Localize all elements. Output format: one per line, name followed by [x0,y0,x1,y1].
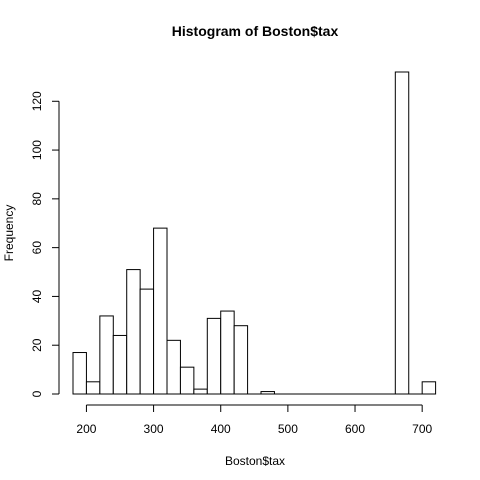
histogram-bar [220,310,235,395]
histogram-bars [72,71,437,395]
histogram-bar [166,339,181,395]
histogram-bar [233,325,249,395]
y-tick-label: 20 [30,338,44,352]
histogram-bar [99,315,114,395]
x-tick-label: 300 [144,422,164,436]
histogram-bar [72,352,87,395]
y-axis: 0 20 40 60 80 100 120 [30,91,60,397]
histogram-bar [153,227,168,395]
x-axis: 200 300 400 500 600 700 [76,404,433,436]
x-axis-label: Boston$tax [225,454,285,468]
y-tick-label: 120 [30,91,44,111]
chart-title: Histogram of Boston$tax [172,23,339,39]
histogram-bar [112,334,128,395]
y-tick-label: 40 [30,289,44,303]
y-tick-label: 80 [30,192,44,206]
histogram-bar [85,381,101,395]
histogram-bar [179,366,195,395]
x-tick-label: 600 [345,422,365,436]
x-tick-label: 400 [211,422,231,436]
y-tick-label: 0 [30,390,44,397]
histogram-bar [126,269,141,395]
histogram-bar [206,317,222,395]
histogram-bar [421,381,437,395]
x-tick-label: 200 [76,422,96,436]
histogram-bar [260,391,275,395]
y-tick-label: 100 [30,140,44,160]
histogram-bar [394,71,410,395]
x-tick-label: 700 [412,422,432,436]
histogram-bar [139,288,155,395]
y-axis-label: Frequency [2,205,16,262]
y-tick-label: 60 [30,241,44,255]
x-tick-label: 500 [278,422,298,436]
histogram-bar [193,388,208,395]
